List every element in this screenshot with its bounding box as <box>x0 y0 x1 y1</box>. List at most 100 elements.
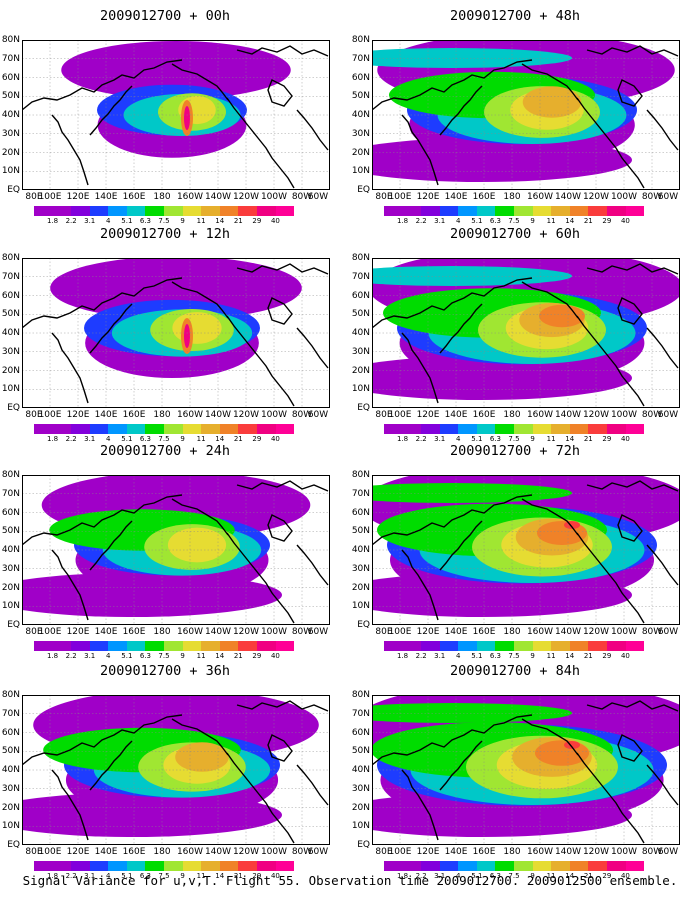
colorbar-label: 6.3 <box>139 435 151 443</box>
colorbar-swatch <box>625 861 645 871</box>
colorbar-swatch <box>458 424 477 434</box>
longitude-label: 160W <box>526 410 554 420</box>
colorbar-swatch <box>275 424 295 434</box>
longitude-label: 80W <box>641 192 663 202</box>
variance-field-blob <box>372 703 572 723</box>
variance-map <box>22 258 330 408</box>
map-frame <box>372 258 680 408</box>
forecast-panel: 2009012700 + 60h 80N 70N 60N 50N 40N 30N 20N 10N… <box>350 218 680 443</box>
colorbar-swatch <box>384 861 403 871</box>
coastline <box>576 532 645 624</box>
latitude-label: 40N <box>351 545 370 555</box>
longitude-axis: 80E 100E 120E 140E 160E 180 160W 140W 120W 100W 80… <box>372 627 680 637</box>
colorbar-label: 14 <box>215 652 225 660</box>
longitude-label: 120E <box>66 410 90 420</box>
colorbar-swatch <box>384 641 403 651</box>
map-area: 80N 70N 60N 50N 40N 30N 20N 10N EQ <box>2 471 330 630</box>
longitude-label: 100W <box>610 192 638 202</box>
colorbar-swatch <box>182 641 202 651</box>
latitude-label: 10N <box>1 384 20 395</box>
colorbar-swatch <box>532 861 552 871</box>
colorbar-label: 7.5 <box>508 435 520 443</box>
colorbar-swatch <box>108 641 127 651</box>
colorbar-label: 2.2 <box>415 217 427 225</box>
longitude-label: 180 <box>153 847 171 857</box>
map-frame <box>372 40 680 190</box>
coastline <box>267 514 293 542</box>
colorbar-label: 5.1 <box>121 217 133 225</box>
coastline <box>617 514 643 542</box>
latitude-label: 30N <box>1 563 20 574</box>
colorbar-label: 2.2 <box>65 872 77 880</box>
colorbar-label: 9 <box>180 435 185 443</box>
latitude-label: 30N <box>351 346 370 357</box>
colorbar-swatch <box>439 861 459 871</box>
longitude-axis: 80E 100E 120E 140E 160E 180 160W 140W 120W 100W 80… <box>22 410 330 420</box>
latitude-label: 50N <box>351 526 370 537</box>
colorbar-label: 9 <box>530 435 535 443</box>
colorbar-label: 21 <box>583 435 593 443</box>
colorbar-swatch <box>569 424 589 434</box>
coastline <box>267 297 293 325</box>
latitude-label: 10N <box>1 601 20 612</box>
variance-field-blob <box>184 106 190 130</box>
longitude-label: 80E <box>375 847 393 857</box>
coastline <box>646 109 679 151</box>
longitude-label: 160W <box>526 192 554 202</box>
colorbar-swatch <box>201 641 220 651</box>
variance-field-blob <box>372 483 572 503</box>
colorbar-label: 6.3 <box>139 217 151 225</box>
colorbar-label: 11 <box>196 872 206 880</box>
colorbar-label: 9 <box>180 652 185 660</box>
longitude-label: 80W <box>641 847 663 857</box>
longitude-label: 140E <box>444 410 468 420</box>
colorbar-label: 29 <box>252 217 262 225</box>
latitude-label: 10N <box>351 601 370 612</box>
colorbar-swatch <box>89 641 109 651</box>
colorbar-label: 1.8 <box>46 872 59 880</box>
colorbar-label: 1.8 <box>396 435 409 443</box>
coastline <box>171 718 229 756</box>
colorbar-label: 5.1 <box>121 652 133 660</box>
map-area: 80N 70N 60N 50N 40N 30N 20N 10N EQ <box>352 254 680 413</box>
colorbar-label: 4 <box>456 217 461 225</box>
longitude-label: 100E <box>38 410 62 420</box>
longitude-label: 120W <box>232 627 260 637</box>
latitude-label: 70N <box>1 708 20 719</box>
colorbar-swatch <box>219 861 239 871</box>
colorbar-labels: 1.8 2.2 3.1 4 5.1 6.3 7.5 9 11 14 21 29 40 <box>34 872 294 880</box>
panel-title: 2009012700 + 60h <box>449 226 581 242</box>
latitude-label: EQ <box>357 840 370 850</box>
longitude-label: 160W <box>176 192 204 202</box>
variance-field-blob <box>372 266 572 286</box>
coastline <box>171 63 229 101</box>
longitude-label: 120E <box>416 410 440 420</box>
colorbar-swatch <box>164 206 183 216</box>
longitude-label: 80W <box>291 410 313 420</box>
variance-field-blob <box>372 48 572 68</box>
colorbar-label: 14 <box>565 872 575 880</box>
coastline <box>586 480 679 492</box>
colorbar-label: 6.3 <box>489 435 501 443</box>
colorbar-label: 1.8 <box>396 217 409 225</box>
longitude-label: 140W <box>204 410 232 420</box>
colorbar-swatch <box>569 206 589 216</box>
panel-title: 2009012700 + 72h <box>449 443 581 459</box>
longitude-label: 120W <box>582 627 610 637</box>
latitude-label: 10N <box>351 166 370 177</box>
forecast-panel: 2009012700 + 72h 80N 70N 60N 50N 40N 30N 20N 10N… <box>350 435 680 660</box>
longitude-label: 160E <box>122 847 146 857</box>
colorbar <box>384 861 645 871</box>
colorbar-swatch <box>275 206 295 216</box>
latitude-label: EQ <box>7 840 20 850</box>
latitude-label: 20N <box>351 582 370 593</box>
colorbar-label: 29 <box>602 652 612 660</box>
colorbar-labels: 1.8 2.2 3.1 4 5.1 6.3 7.5 9 11 14 21 29 40 <box>34 217 294 225</box>
coastline <box>89 740 133 791</box>
longitude-label: 160W <box>176 627 204 637</box>
coastline <box>646 327 679 369</box>
variance-field-blob <box>184 324 190 348</box>
coastline <box>521 63 579 101</box>
longitude-label: 140W <box>204 627 232 637</box>
panel-title: 2009012700 + 36h <box>99 663 231 679</box>
